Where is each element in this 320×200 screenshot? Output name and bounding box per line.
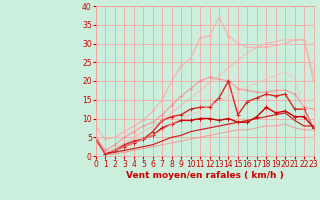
X-axis label: Vent moyen/en rafales ( km/h ): Vent moyen/en rafales ( km/h ) xyxy=(126,171,284,180)
